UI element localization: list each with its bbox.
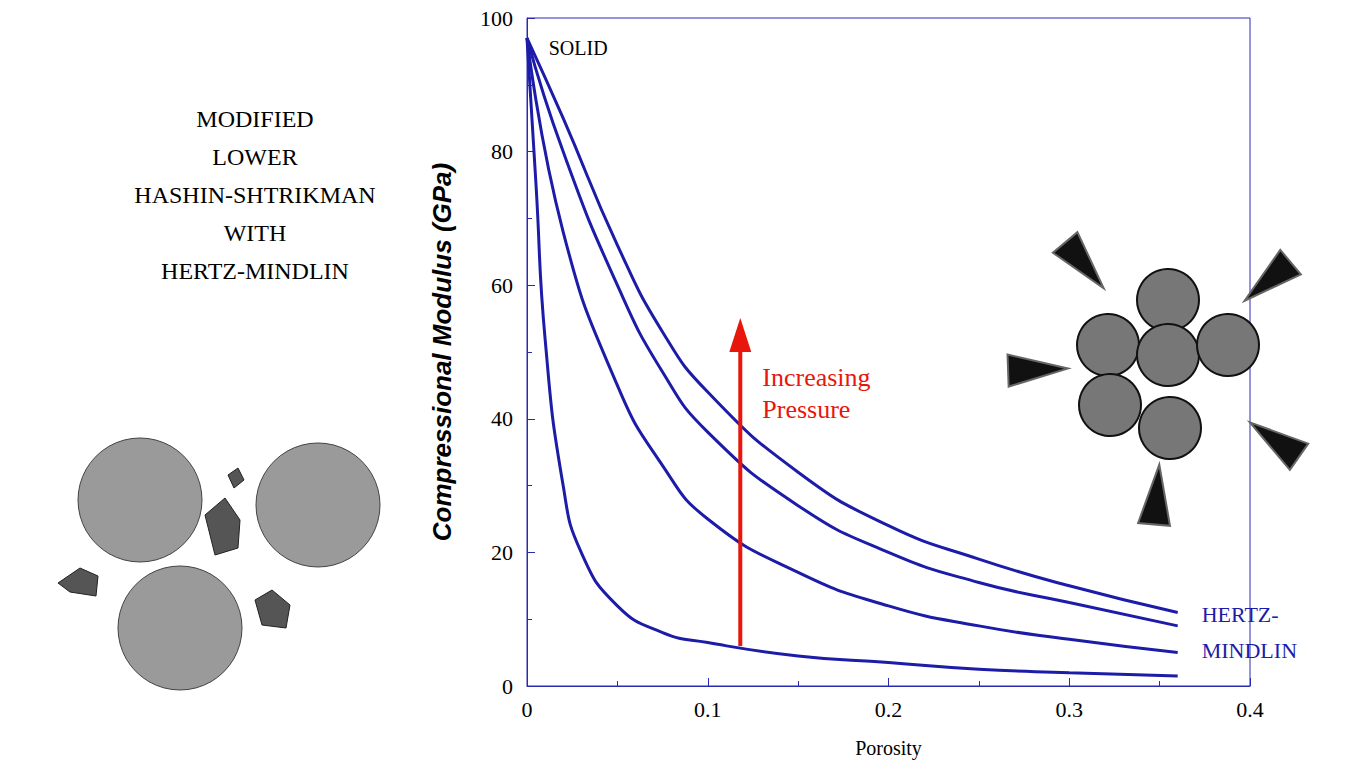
svg-text:60: 60 <box>491 273 513 298</box>
svg-text:HERTZ-MINDLIN: HERTZ-MINDLIN <box>161 258 349 284</box>
svg-text:MODIFIED: MODIFIED <box>196 106 313 132</box>
svg-text:40: 40 <box>491 406 513 431</box>
svg-text:0: 0 <box>502 674 513 699</box>
svg-text:0.3: 0.3 <box>1056 697 1084 722</box>
svg-text:WITH: WITH <box>224 220 287 246</box>
svg-text:20: 20 <box>491 540 513 565</box>
svg-text:LOWER: LOWER <box>212 144 297 170</box>
svg-text:0.1: 0.1 <box>694 697 722 722</box>
svg-text:0.2: 0.2 <box>875 697 903 722</box>
svg-text:0: 0 <box>522 697 533 722</box>
svg-text:100: 100 <box>480 6 513 31</box>
svg-text:Increasing: Increasing <box>762 363 870 392</box>
svg-text:Porosity: Porosity <box>855 737 922 760</box>
svg-text:MINDLIN: MINDLIN <box>1202 638 1297 663</box>
svg-text:80: 80 <box>491 139 513 164</box>
svg-text:SOLID: SOLID <box>549 37 608 59</box>
svg-text:Pressure: Pressure <box>762 395 850 424</box>
svg-text:0.4: 0.4 <box>1236 697 1264 722</box>
svg-text:Compressional Modulus (GPa): Compressional Modulus (GPa) <box>427 163 457 542</box>
svg-text:HERTZ-: HERTZ- <box>1202 602 1279 627</box>
svg-text:HASHIN-SHTRIKMAN: HASHIN-SHTRIKMAN <box>134 182 375 208</box>
